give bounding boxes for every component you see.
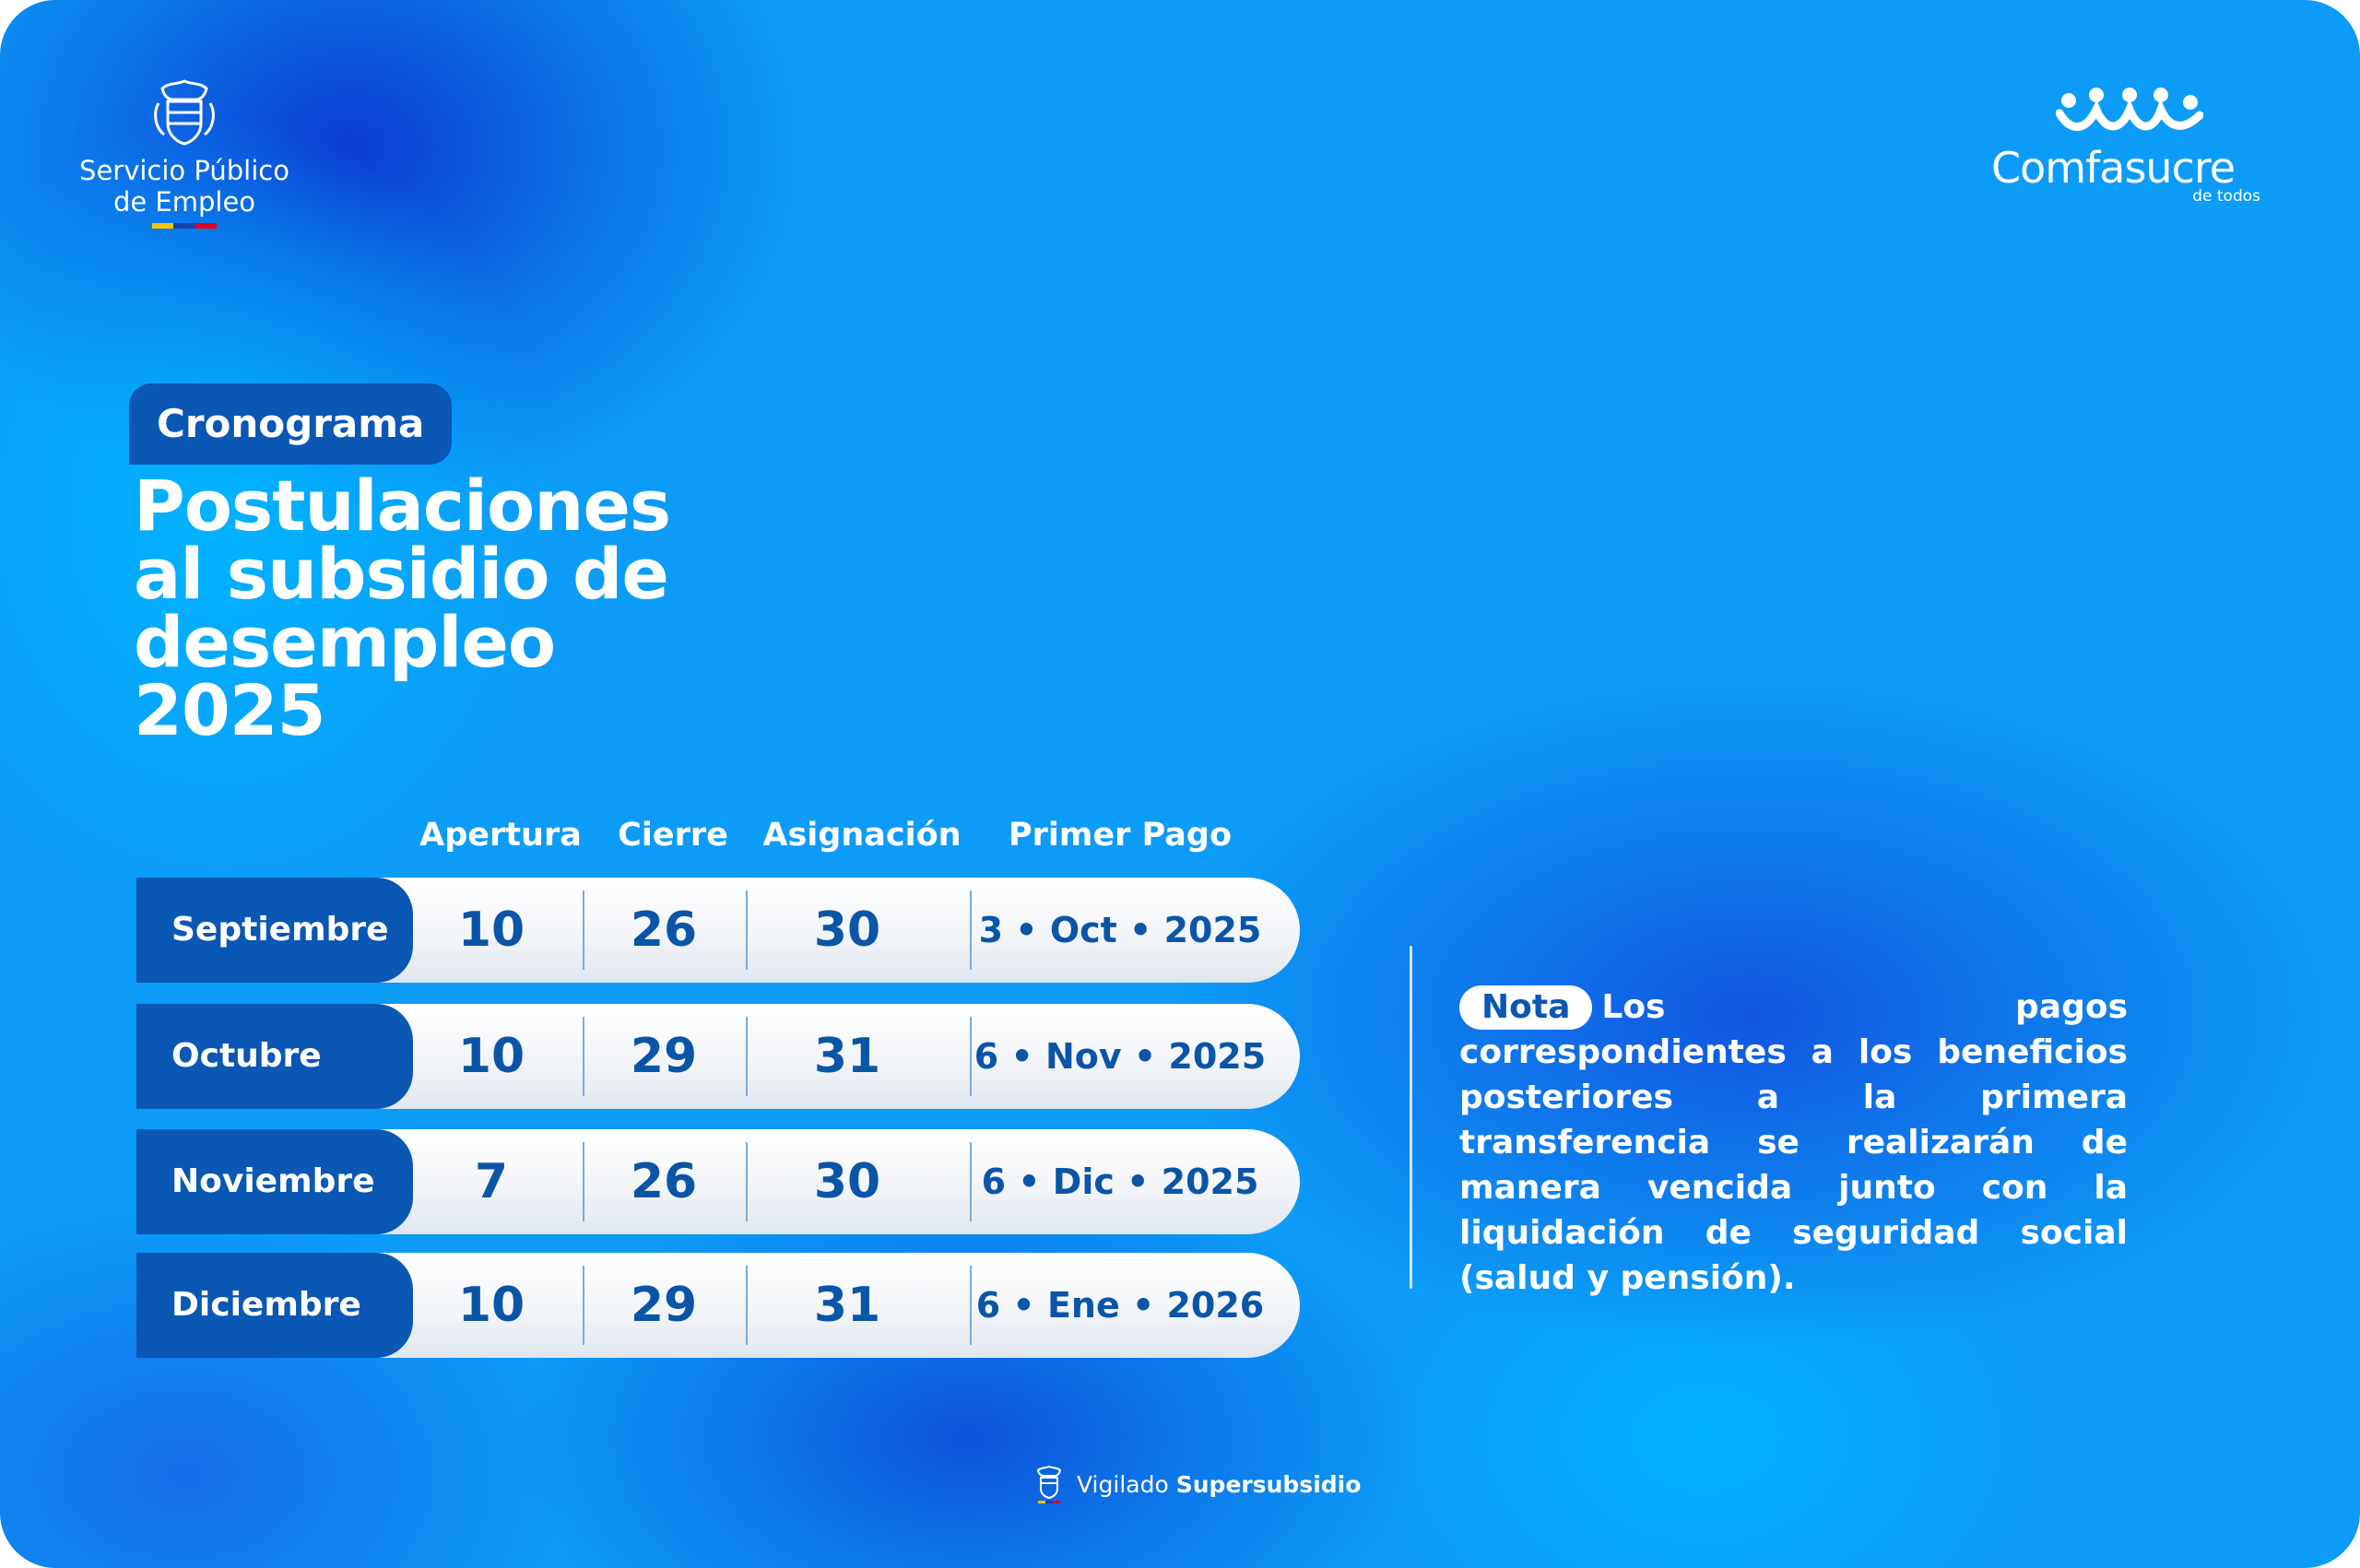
row-month: Diciembre [136,1253,413,1358]
comfasucre-people-icon [2056,88,2203,131]
row-primer-pago: 6 • Dic • 2025 [981,1161,1259,1202]
row-divider [583,890,584,970]
row-divider [583,1266,584,1345]
supersubsidio-crest-icon [1036,1465,1062,1503]
row-month: Noviembre [136,1129,413,1234]
comfasucre-logo: Comfasucre de todos [1991,88,2268,206]
row-divider [583,1017,584,1096]
row-divider [746,1017,748,1096]
row-cierre: 29 [630,1278,698,1333]
row-divider [746,890,748,970]
table-row: Noviembre 7 26 30 6 • Dic • 2025 [136,1129,1300,1234]
row-divider [970,1017,972,1096]
servicio-publico-name-line2: de Empleo [112,186,256,218]
row-divider [583,1142,584,1221]
headline-line-2: al subsidio de [134,533,669,615]
footer-prefix: Vigilado [1077,1470,1169,1498]
servicio-publico-logo: Servicio Público de Empleo [65,76,304,229]
column-header-primer-pago: Primer Pago [1009,817,1232,854]
headline-line-1: Postulaciones [134,465,671,547]
row-divider [746,1142,748,1221]
servicio-publico-name-line1: Servicio Público [79,155,289,186]
row-apertura: 10 [457,1278,525,1333]
row-divider [970,1266,972,1345]
row-apertura: 7 [474,1154,509,1209]
table-row: Septiembre 10 26 30 3 • Oct • 2025 [136,878,1300,983]
colombia-flag-stripe [152,223,217,229]
column-header-cierre: Cierre [618,817,728,854]
row-cierre: 26 [630,1154,698,1209]
table-row: Octubre 10 29 31 6 • Nov • 2025 [136,1004,1300,1109]
comfasucre-tagline: de todos [2192,187,2260,206]
row-apertura: 10 [457,1029,525,1084]
row-divider [746,1266,748,1345]
row-month: Octubre [136,1004,413,1109]
note-block: Nota Los pagos correspondientes a los ben… [1459,984,2128,1301]
row-divider [970,890,972,970]
column-header-asignacion: Asignación [762,817,962,854]
row-primer-pago: 6 • Nov • 2025 [974,1036,1267,1077]
comfasucre-brand: Comfasucre [1991,143,2236,193]
row-asignacion: 31 [813,1278,881,1333]
row-apertura: 10 [457,902,525,958]
column-header-apertura: Apertura [419,817,582,854]
note-text: Los pagos correspondientes a los benefic… [1459,988,2128,1297]
row-primer-pago: 6 • Ene • 2026 [975,1285,1265,1326]
note-divider [1410,946,1412,1289]
headline-line-3: desempleo [134,601,556,683]
row-month: Septiembre [136,878,413,983]
row-cierre: 26 [630,902,698,958]
row-cierre: 29 [630,1029,698,1084]
headline-line-4: 2025 [134,669,326,751]
headline: Postulaciones al subsidio de desempleo 2… [134,465,779,751]
row-asignacion: 31 [813,1029,881,1084]
cronograma-pill: Cronograma [129,383,453,465]
table-row: Diciembre 10 29 31 6 • Ene • 2026 [136,1253,1300,1358]
footer-vigilado: Vigilado Supersubsidio [1032,1464,1361,1504]
row-asignacion: 30 [813,1154,881,1209]
footer-brand: Supersubsidio [1175,1470,1362,1498]
row-divider [970,1142,972,1221]
row-asignacion: 30 [813,902,881,958]
note-label: Nota [1459,985,1593,1030]
row-primer-pago: 3 • Oct • 2025 [978,910,1262,950]
colombia-crest-icon [154,79,215,146]
